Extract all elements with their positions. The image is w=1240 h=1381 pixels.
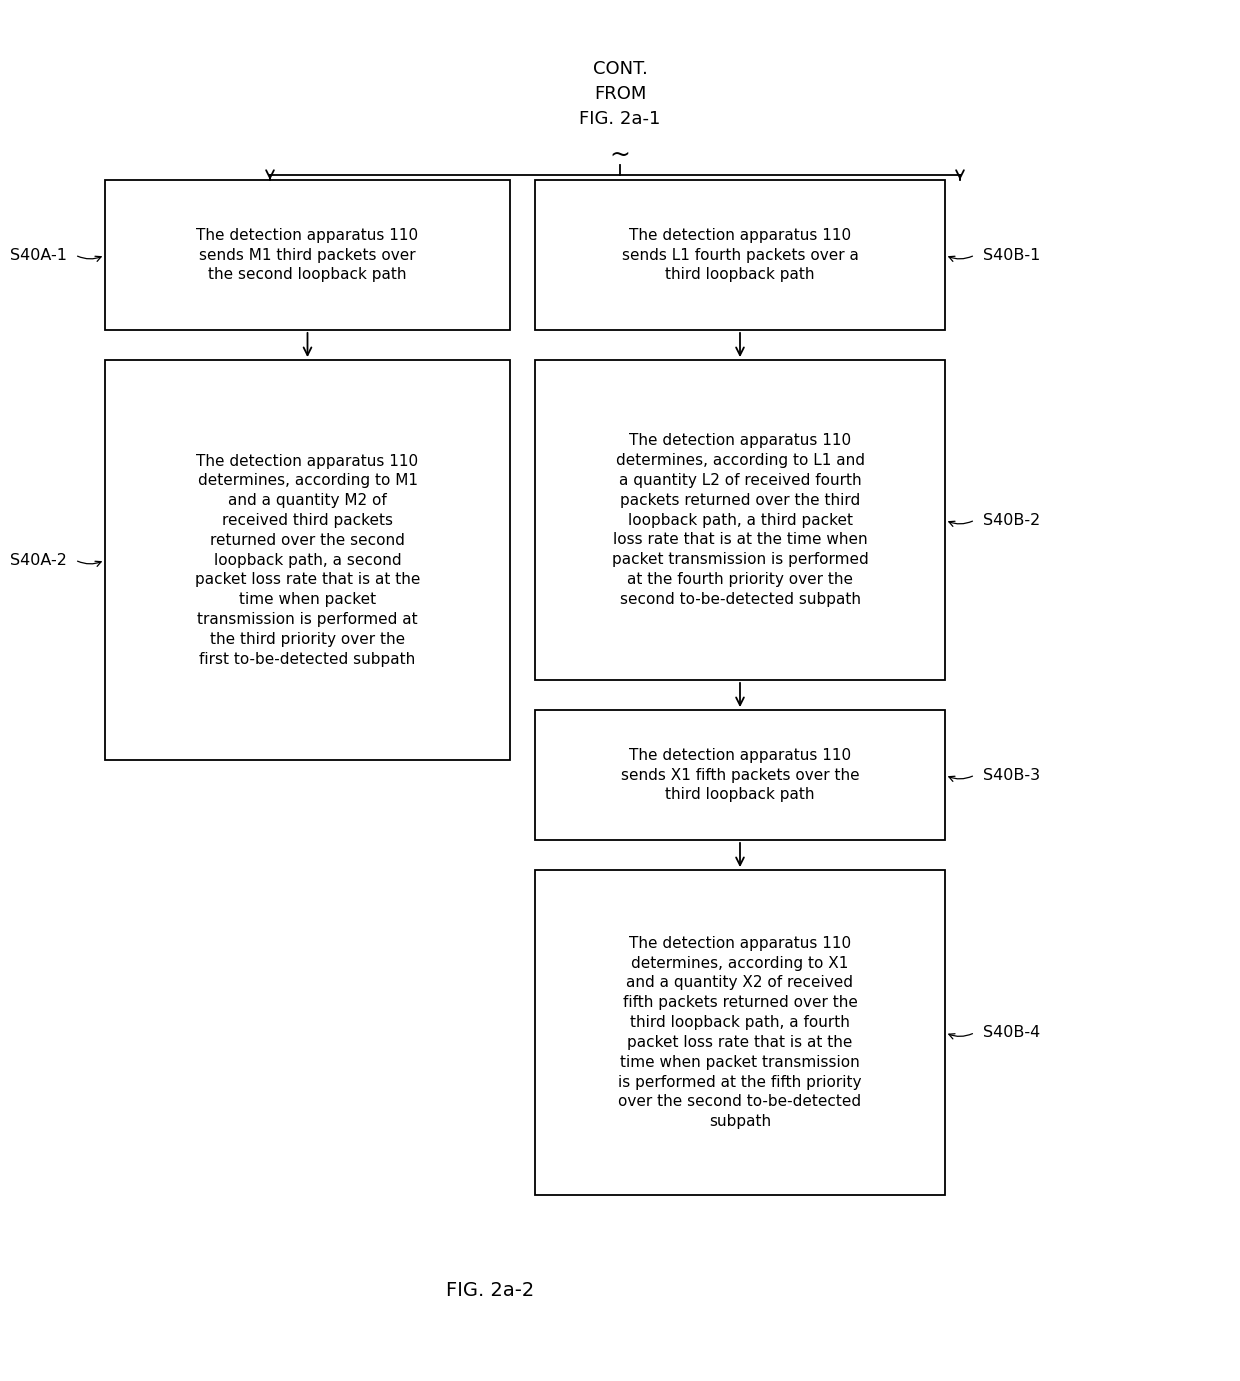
Text: S40B-3: S40B-3 — [983, 768, 1040, 783]
Text: The detection apparatus 110
determines, according to M1
and a quantity M2 of
rec: The detection apparatus 110 determines, … — [195, 453, 420, 667]
Bar — [534, 710, 945, 840]
Text: The detection apparatus 110
sends X1 fifth packets over the
third loopback path: The detection apparatus 110 sends X1 fif… — [621, 747, 859, 802]
Text: The detection apparatus 110
sends M1 third packets over
the second loopback path: The detection apparatus 110 sends M1 thi… — [196, 228, 419, 282]
Text: S40B-4: S40B-4 — [983, 1025, 1040, 1040]
Text: The detection apparatus 110
sends L1 fourth packets over a
third loopback path: The detection apparatus 110 sends L1 fou… — [621, 228, 858, 282]
Text: The detection apparatus 110
determines, according to X1
and a quantity X2 of rec: The detection apparatus 110 determines, … — [619, 936, 862, 1130]
Bar — [534, 870, 945, 1195]
Text: ~: ~ — [610, 144, 630, 167]
Text: S40B-1: S40B-1 — [982, 247, 1040, 262]
Bar — [534, 180, 945, 330]
Text: S40B-2: S40B-2 — [983, 512, 1040, 528]
Text: The detection apparatus 110
determines, according to L1 and
a quantity L2 of rec: The detection apparatus 110 determines, … — [611, 434, 868, 606]
Bar — [105, 180, 510, 330]
Text: CONT.
FROM
FIG. 2a-1: CONT. FROM FIG. 2a-1 — [579, 59, 661, 128]
Text: S40A-2: S40A-2 — [10, 552, 67, 568]
Text: S40A-1: S40A-1 — [10, 247, 67, 262]
Text: FIG. 2a-2: FIG. 2a-2 — [446, 1280, 534, 1300]
Bar — [105, 360, 510, 760]
Bar — [534, 360, 945, 679]
